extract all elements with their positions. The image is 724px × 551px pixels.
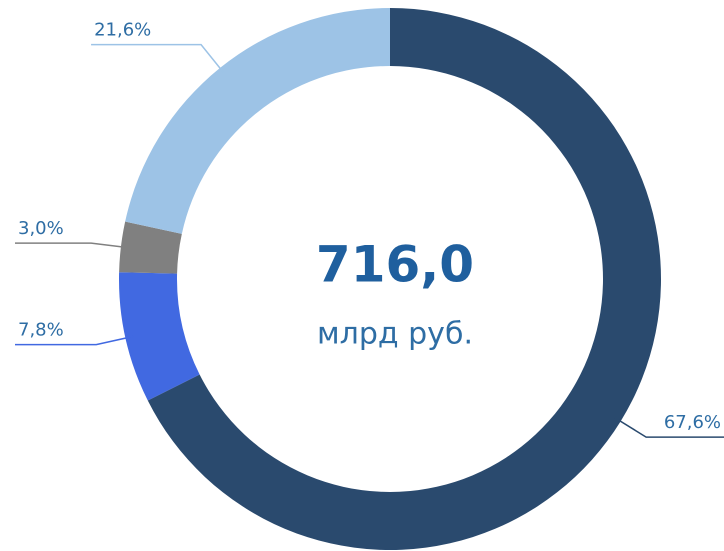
donut-segment — [125, 8, 390, 234]
donut-segment — [118, 272, 200, 401]
data-label: 7,8% — [18, 320, 64, 341]
leader-line — [91, 43, 226, 75]
leader-line — [613, 416, 724, 438]
center-title: 716,0 — [316, 236, 474, 294]
donut-segment — [119, 221, 182, 274]
data-label: 21,6% — [94, 20, 151, 41]
center-subtitle: млрд руб. — [317, 317, 473, 352]
data-label: 3,0% — [18, 218, 64, 239]
leader-line — [15, 335, 134, 346]
data-label: 67,6% — [664, 412, 721, 433]
leader-line — [15, 242, 129, 249]
